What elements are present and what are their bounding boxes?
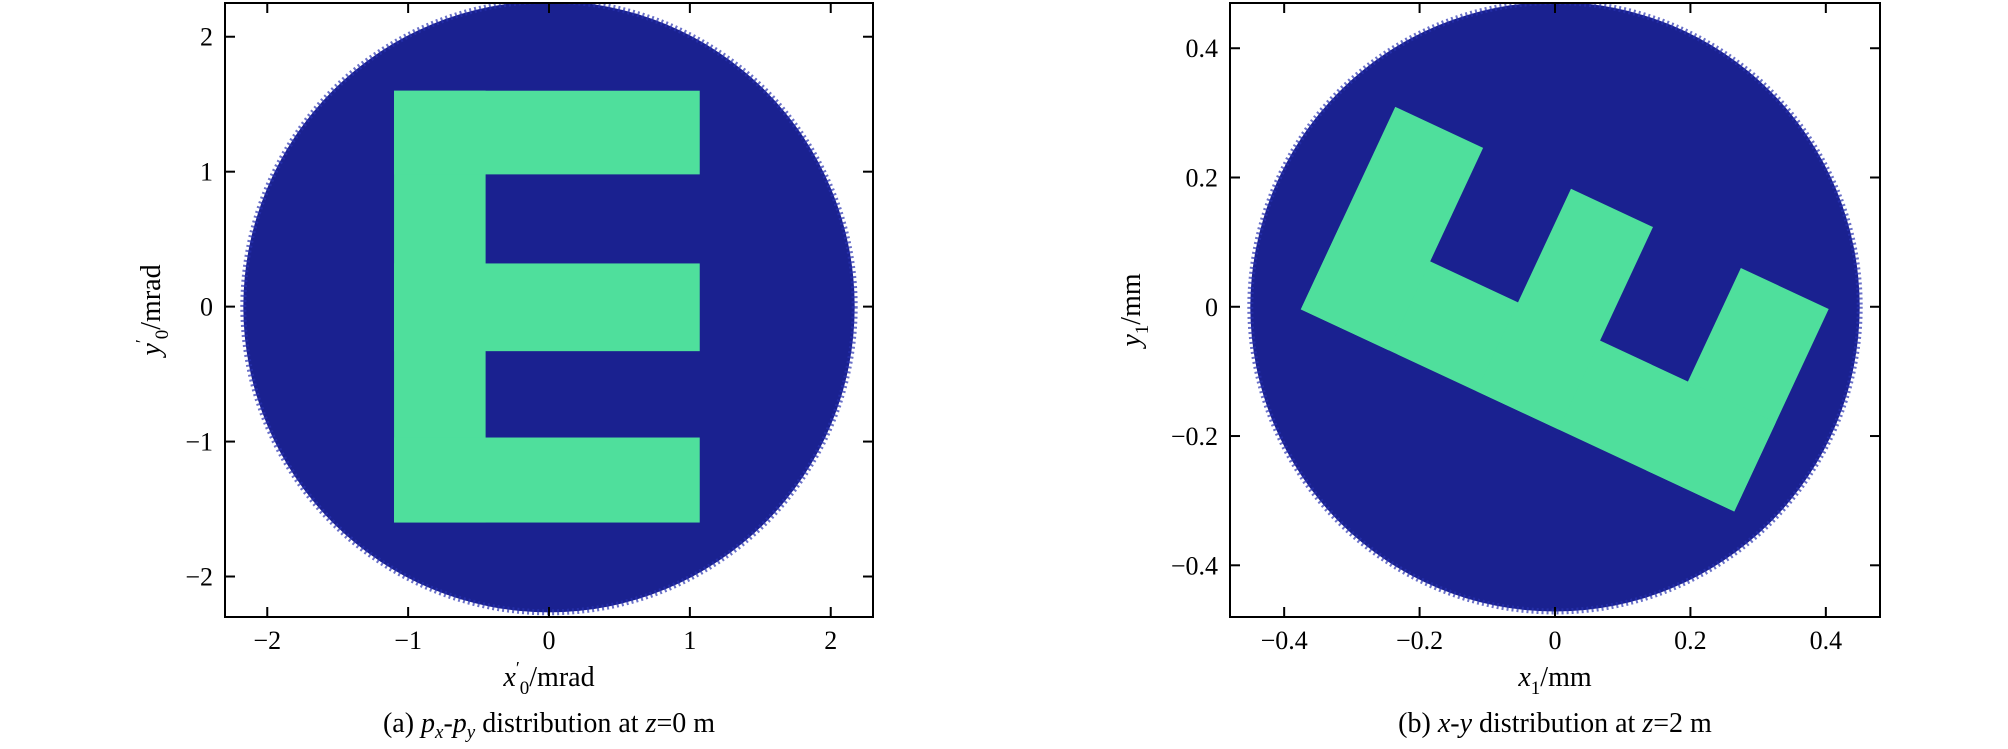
x-ticks-b: −0.4 −0.2 0 0.2 0.4	[1261, 3, 1843, 655]
x-tick-label-b-0: −0.4	[1261, 626, 1308, 655]
x-tick-label-a-3: 1	[683, 626, 696, 655]
caption-b: (b) x-y distribution at z=2 m	[1398, 708, 1712, 739]
letter-e-a	[394, 90, 700, 523]
y-ticks-a: −2 −1 0 1 2	[185, 23, 873, 592]
disk-edge-speckle-b	[1247, 3, 1863, 615]
y-tick-label-a-0: −2	[185, 563, 213, 592]
y-tick-label-a-3: 1	[200, 158, 213, 187]
y-tick-label-b-2: 0	[1205, 293, 1218, 322]
letter-e-stroke-b-3	[1300, 106, 1484, 351]
x-axis-label-a: x′0/mrad	[502, 658, 594, 699]
y-axis-label-a: y′0/mrad	[132, 264, 173, 358]
x-tick-label-b-2: 0	[1549, 626, 1562, 655]
letter-e-b	[1300, 106, 1829, 512]
y-tick-label-a-2: 0	[200, 293, 213, 322]
plot-area-b	[1247, 3, 1863, 615]
caption-a: (a) px-py distribution at z=0 m	[383, 708, 715, 743]
y-tick-label-a-4: 2	[200, 23, 213, 52]
x-tick-label-a-0: −2	[253, 626, 281, 655]
letter-e-stroke-a-2	[394, 263, 700, 352]
x-axis-label-b: x1/mm	[1517, 662, 1591, 699]
y-tick-label-b-4: 0.4	[1186, 34, 1219, 63]
x-tick-label-b-3: 0.2	[1674, 626, 1707, 655]
y-tick-label-b-1: −0.2	[1171, 422, 1218, 451]
x-tick-label-a-2: 0	[543, 626, 556, 655]
letter-e-stroke-a-1	[394, 90, 700, 175]
x-tick-label-b-4: 0.4	[1810, 626, 1843, 655]
y-axis-label-b: y1/mm	[1116, 273, 1153, 349]
x-tick-label-b-1: −0.2	[1396, 626, 1443, 655]
letter-e-stroke-b-2	[1476, 188, 1653, 430]
panel-a: −2 −1 0 1 2 −2 −1 0 1 2 x′0/mrad y′0/mrad (a) px…	[132, 2, 874, 743]
x-ticks-a: −2 −1 0 1 2	[253, 3, 837, 655]
x-tick-label-a-4: 2	[824, 626, 837, 655]
panel-b: −0.4 −0.2 0 0.2 0.4 −0.4 −0.2 0 0.2 0.4 x1/mm y1…	[1116, 2, 1881, 739]
plot-area-a	[240, 3, 858, 616]
y-tick-label-a-1: −1	[185, 428, 213, 457]
y-tick-label-b-3: 0.2	[1186, 164, 1219, 193]
y-tick-label-b-0: −0.4	[1171, 551, 1218, 580]
x-tick-label-a-1: −1	[394, 626, 422, 655]
y-ticks-b: −0.4 −0.2 0 0.2 0.4	[1171, 34, 1880, 580]
letter-e-stroke-a-3	[394, 437, 700, 523]
